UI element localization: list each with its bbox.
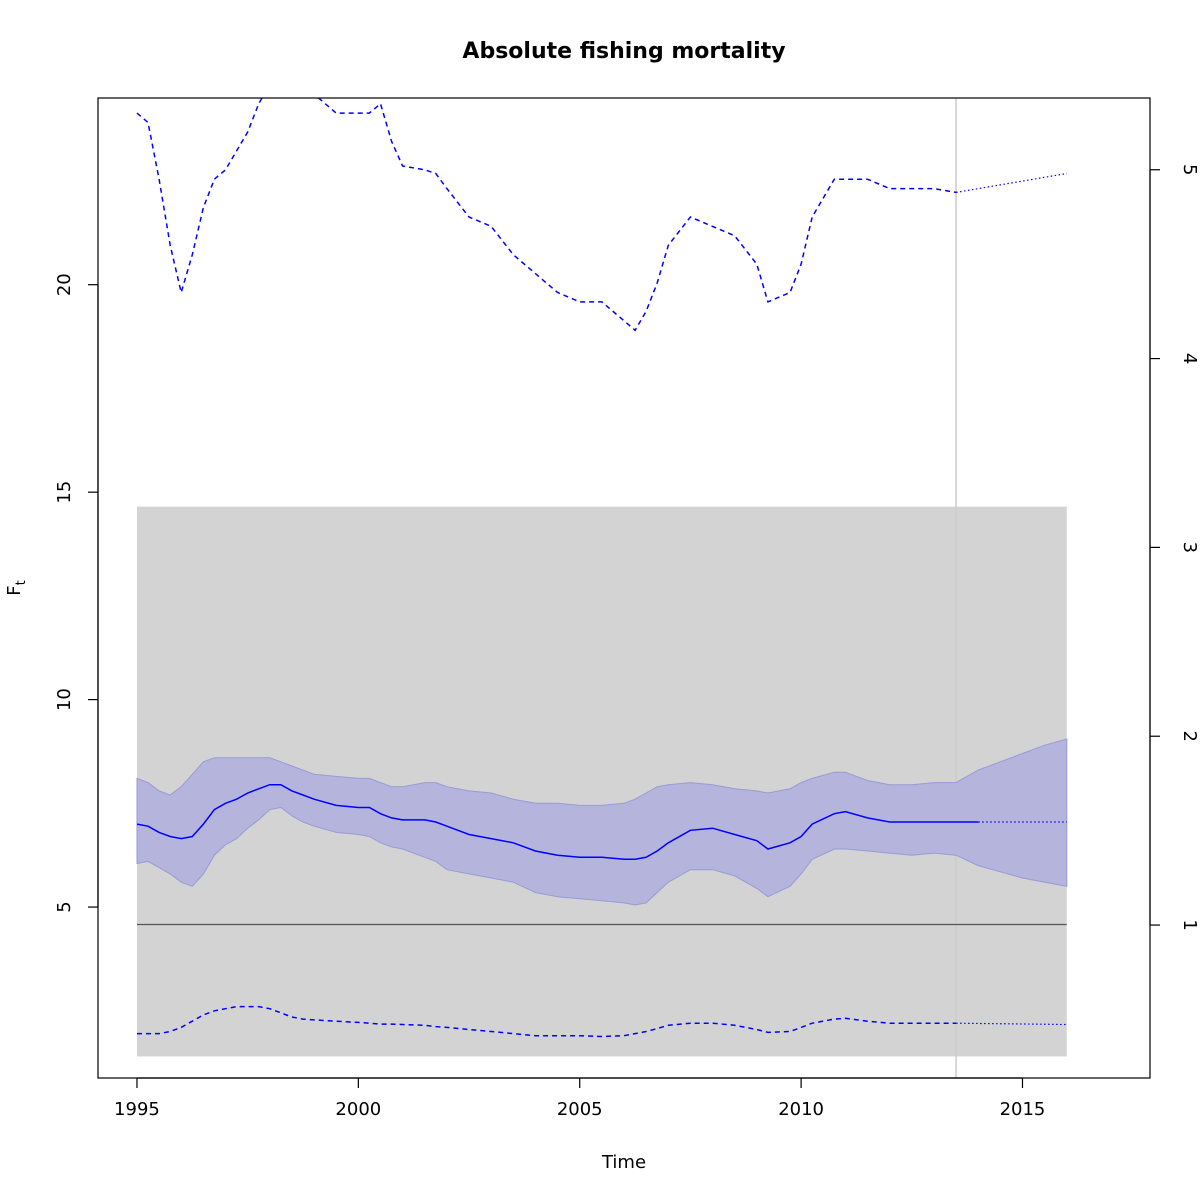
- y-left-tick-label: 20: [54, 273, 75, 296]
- confidence-band: [136, 738, 1068, 906]
- y-right-tick-label: 2: [1179, 731, 1200, 742]
- y-axis-label-main: F: [4, 585, 25, 595]
- y-right-tick-label: 4: [1179, 353, 1200, 364]
- series-line-6: [955, 172, 1067, 193]
- y-axis-right: 1 2 3 4 5: [1149, 164, 1200, 931]
- chart-title: Absolute fishing mortality: [462, 39, 785, 64]
- x-axis: 1995 2000 2005 2010 2015: [114, 1077, 1046, 1120]
- x-tick-label: 2000: [335, 1099, 381, 1120]
- y-right-tick-label: 3: [1179, 542, 1200, 553]
- x-tick-label: 2005: [557, 1099, 603, 1120]
- y-axis-left: 5 10 15 20: [54, 273, 99, 913]
- y-axis-label-subscript: t: [14, 580, 29, 585]
- series-line-4: [956, 1022, 1067, 1026]
- y-left-tick-label: 15: [54, 481, 75, 504]
- x-tick-label: 2010: [778, 1099, 824, 1120]
- series-line-3: [137, 1005, 957, 1038]
- series-line-5: [136, 98, 957, 332]
- y-right-tick-label: 1: [1179, 919, 1200, 930]
- y-axis-label: Ft: [4, 580, 29, 595]
- x-tick-label: 2015: [1000, 1099, 1046, 1120]
- x-axis-label: Time: [601, 1152, 646, 1173]
- y-left-tick-label: 10: [54, 688, 75, 711]
- plot-area: [136, 98, 1068, 1078]
- y-right-tick-label: 5: [1179, 164, 1200, 175]
- series-line-1: [136, 783, 979, 861]
- y-left-tick-label: 5: [54, 901, 75, 912]
- x-tick-label: 1995: [114, 1099, 160, 1120]
